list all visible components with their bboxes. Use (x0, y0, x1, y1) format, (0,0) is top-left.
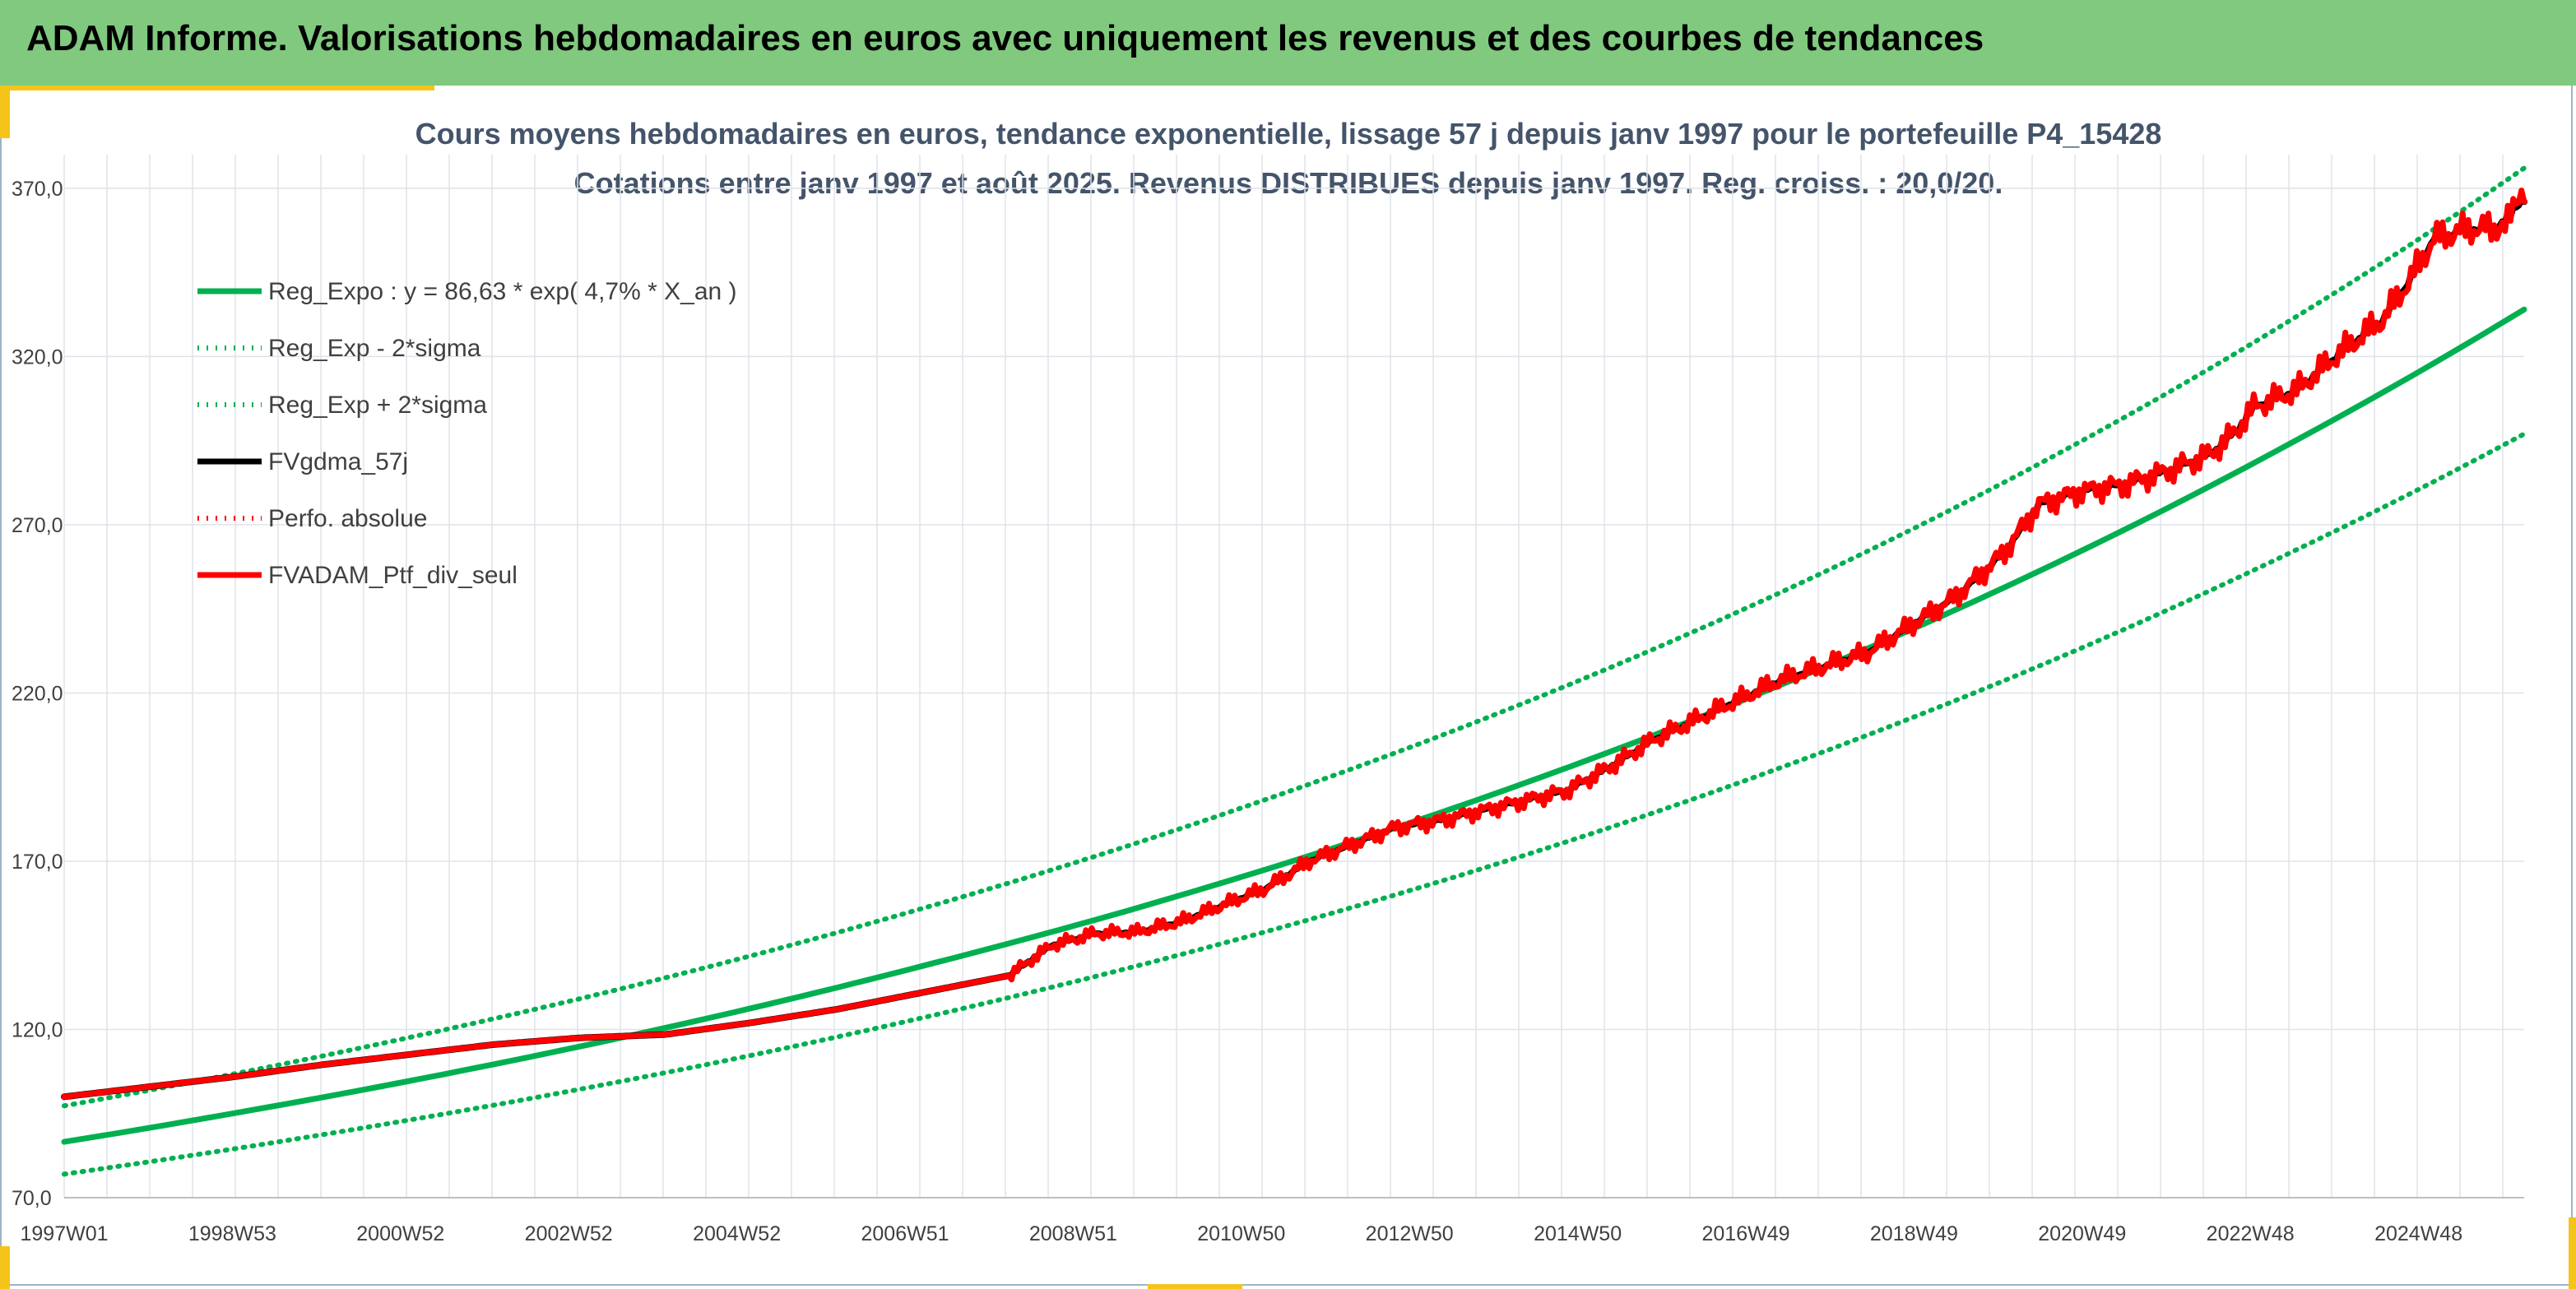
legend-label: FVADAM_Ptf_div_seul (268, 562, 518, 589)
legend-label: Reg_Exp - 2*sigma (268, 335, 481, 362)
accent-bar-bottom-middle (1148, 1284, 1242, 1289)
header-banner: ADAM Informe. Valorisations hebdomadaire… (0, 0, 2576, 86)
legend: Reg_Expo : y = 86,63 * exp( 4,7% * X_an … (197, 278, 737, 589)
y-tick-label: 320,0 (12, 345, 63, 369)
x-tick-label: 2018W49 (1870, 1222, 1958, 1245)
x-tick-label: 2010W50 (1197, 1222, 1285, 1245)
y-axis: 70,0 120,0 170,0 220,0 270,0 320,0 370,0 (12, 178, 63, 1210)
chart-frame (0, 86, 2573, 1286)
fvadam-ptf-div-seul-line (61, 188, 2527, 1100)
x-tick-label: 2012W50 (1366, 1222, 1454, 1245)
x-tick-label: 2014W50 (1534, 1222, 1622, 1245)
x-tick-label: 2008W51 (1029, 1222, 1117, 1245)
x-tick-label: 2022W48 (2207, 1222, 2295, 1245)
accent-bar-top (0, 86, 434, 90)
x-tick-label: 1998W53 (188, 1222, 276, 1245)
accent-bar-left (0, 86, 10, 138)
x-tick-label: 2002W52 (525, 1222, 613, 1245)
x-tick-label: 2024W48 (2374, 1222, 2462, 1245)
accent-bar-bottom-right (2569, 1217, 2576, 1289)
x-tick-label: 2020W49 (2038, 1222, 2126, 1245)
legend-label: Reg_Expo : y = 86,63 * exp( 4,7% * X_an … (268, 278, 737, 305)
y-tick-label: 120,0 (12, 1018, 63, 1041)
x-tick-label: 2016W49 (1701, 1222, 1789, 1245)
legend-label: FVgdma_57j (268, 448, 408, 475)
series-lines (61, 165, 2527, 1177)
grid (63, 155, 2524, 1199)
chart-title: Cours moyens hebdomadaires en euros, ten… (415, 117, 2162, 151)
x-tick-label: 2000W52 (356, 1222, 444, 1245)
y-tick-label: 170,0 (12, 851, 63, 874)
x-tick-label: 2004W52 (693, 1222, 781, 1245)
x-tick-label: 1997W01 (20, 1222, 108, 1245)
reg-exp-plus-2sigma-line (62, 165, 2527, 1109)
reg-expo-line (61, 306, 2527, 1145)
chart-subtitle: Cotations entre janv 1997 et août 2025. … (574, 166, 2003, 200)
y-tick-label: 70,0 (12, 1187, 52, 1210)
accent-bar-bottom-left (0, 1246, 10, 1289)
page-title: ADAM Informe. Valorisations hebdomadaire… (26, 18, 1984, 58)
x-axis: 1997W01 1998W53 2000W52 2002W52 2004W52 2006W… (20, 1222, 2462, 1245)
reg-exp-minus-2sigma-line (62, 431, 2527, 1177)
legend-label: Perfo. absolue (268, 505, 427, 532)
x-tick-label: 2006W51 (861, 1222, 949, 1245)
y-tick-label: 270,0 (12, 514, 63, 537)
y-tick-label: 220,0 (12, 682, 63, 705)
legend-label: Reg_Exp + 2*sigma (268, 392, 487, 419)
y-tick-label: 370,0 (12, 178, 63, 201)
